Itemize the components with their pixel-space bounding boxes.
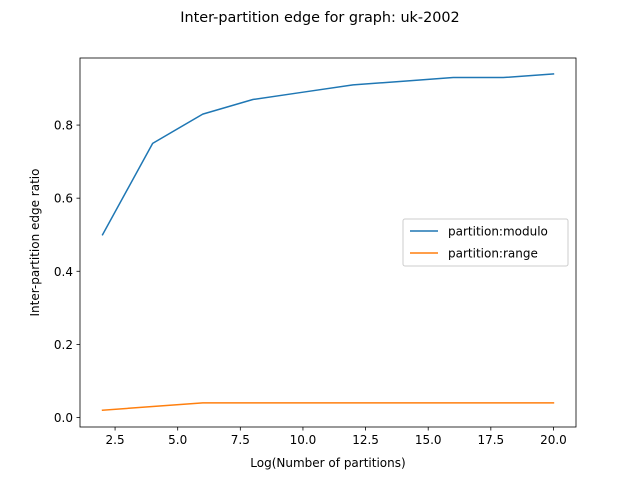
axes-frame xyxy=(79,57,577,428)
y-tick-label: 0.6 xyxy=(54,192,73,206)
x-tick-label: 10.0 xyxy=(290,433,317,447)
x-tick-label: 5.0 xyxy=(168,433,187,447)
legend-box xyxy=(402,218,569,267)
x-tick-label: 2.5 xyxy=(106,433,125,447)
y-tick-label: 0.4 xyxy=(54,265,73,279)
x-tick-label: 12.5 xyxy=(352,433,379,447)
series-line-modulo xyxy=(101,73,555,236)
series-layer xyxy=(101,73,555,411)
chart-title: Inter-partition edge for graph: uk-2002 xyxy=(180,10,459,26)
x-tick-label: 7.5 xyxy=(231,433,250,447)
series-line-range xyxy=(101,402,555,411)
legend-label-range: partition:range xyxy=(448,247,538,261)
y-tick-label: 0.8 xyxy=(54,119,73,133)
legend-label-modulo: partition:modulo xyxy=(448,225,548,239)
y-tick-label: 0.0 xyxy=(54,411,73,425)
plot-area xyxy=(79,57,577,428)
x-tick-label: 17.5 xyxy=(477,433,504,447)
x-axis-label: Log(Number of partitions) xyxy=(250,456,405,470)
y-axis-label: Inter-partition edge ratio xyxy=(28,169,42,317)
x-axis-ticks: 2.5 5.0 7.5 10.0 12.5 15.0 17.5 20.0 xyxy=(106,427,567,447)
y-tick-label: 0.2 xyxy=(54,338,73,352)
x-tick-label: 15.0 xyxy=(415,433,442,447)
y-axis-ticks: 0.0 0.2 0.4 0.6 0.8 xyxy=(54,119,80,425)
x-tick-label: 20.0 xyxy=(540,433,567,447)
legend: partition:modulo partition:range xyxy=(402,218,569,267)
